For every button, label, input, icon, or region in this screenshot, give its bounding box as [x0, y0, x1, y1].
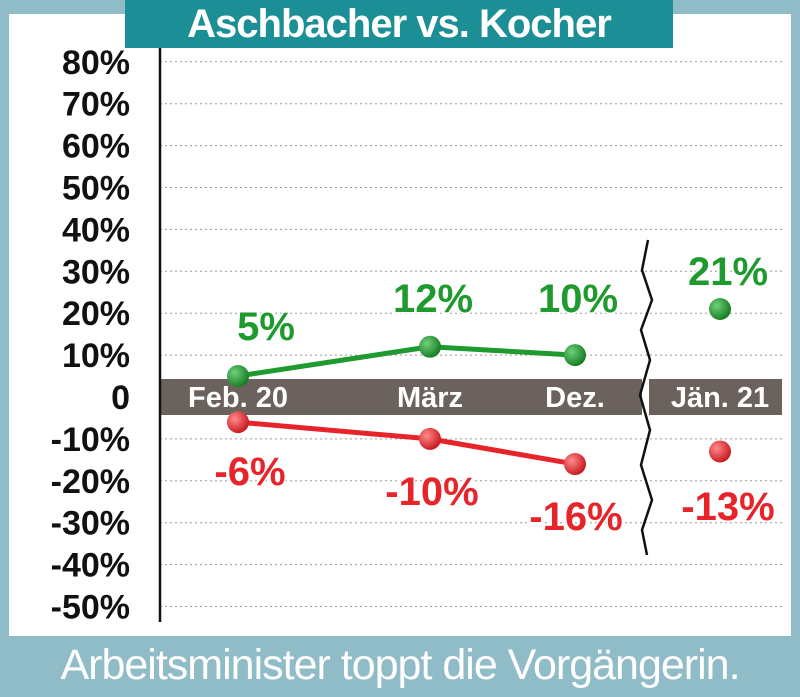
data-point — [419, 335, 441, 358]
y-tick-label: 60% — [62, 128, 130, 166]
data-point — [709, 298, 731, 321]
chart-title: Aschbacher vs. Kocher — [125, 0, 673, 48]
data-point — [564, 453, 586, 476]
series-line — [237, 344, 576, 379]
y-tick-label: -20% — [51, 463, 130, 501]
series-line — [237, 419, 576, 467]
data-point — [227, 365, 249, 388]
data-label: 10% — [538, 277, 618, 321]
data-label: -6% — [214, 450, 285, 494]
y-tick-label: -10% — [51, 421, 130, 459]
data-point — [709, 440, 731, 463]
y-tick-label: 30% — [62, 253, 130, 291]
chart-panel — [9, 14, 791, 636]
y-tick-label: 50% — [62, 170, 130, 208]
data-point — [227, 411, 249, 434]
data-label: -10% — [385, 470, 478, 514]
y-tick-label: 70% — [62, 86, 130, 124]
x-category-label: März — [397, 382, 463, 414]
y-tick-label: 10% — [62, 337, 130, 375]
y-tick-label: 40% — [62, 211, 130, 249]
x-category-label: Jän. 21 — [671, 382, 769, 414]
y-tick-label: 80% — [62, 44, 130, 82]
axis-break-line — [638, 239, 654, 556]
data-label: 21% — [688, 250, 768, 294]
y-tick-label: 0 — [111, 379, 130, 417]
data-label: 12% — [393, 277, 473, 321]
data-label: 5% — [237, 305, 295, 349]
data-point — [564, 344, 586, 367]
y-tick-label: -50% — [51, 589, 130, 627]
data-label: -13% — [681, 485, 774, 529]
zero-band-right — [649, 379, 782, 415]
x-category-label: Feb. 20 — [188, 382, 288, 414]
y-tick-label: -40% — [51, 547, 130, 585]
y-tick-label: -30% — [51, 505, 130, 543]
y-tick-label: 20% — [62, 295, 130, 333]
x-category-label: Dez. — [545, 382, 605, 414]
data-label: -16% — [529, 495, 622, 539]
data-point — [419, 427, 441, 450]
footer-caption: Arbeitsminister toppt die Vorgängerin. — [60, 641, 740, 689]
